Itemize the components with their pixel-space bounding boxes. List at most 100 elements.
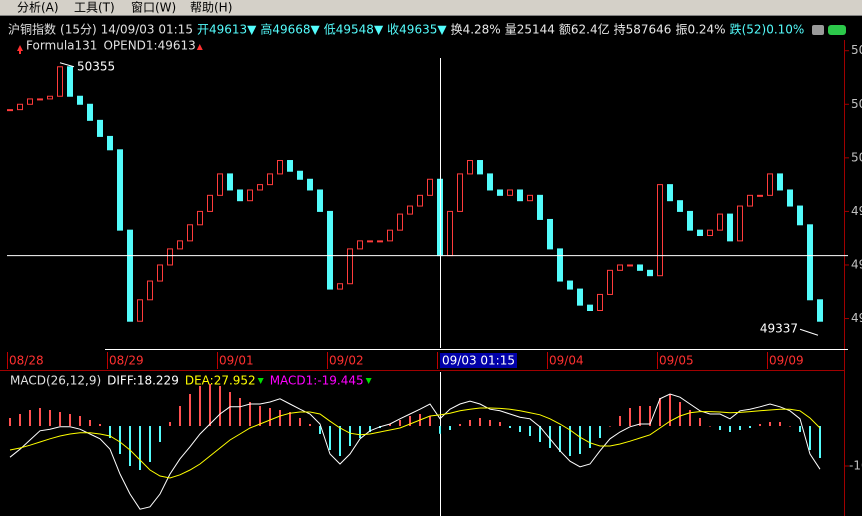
candle	[667, 184, 673, 202]
macd-bar	[99, 424, 101, 426]
macd-bar	[139, 426, 141, 470]
macd-bar	[589, 426, 591, 448]
candle	[607, 269, 613, 295]
legend-entry: DEA:27.952	[185, 374, 256, 388]
candle	[107, 135, 113, 151]
macd-bar	[509, 426, 511, 428]
macd-bar	[669, 394, 671, 426]
change: 跌(52)0.10%	[730, 22, 805, 37]
candle	[297, 170, 303, 180]
date-label: 08/28	[9, 354, 44, 368]
candle	[177, 240, 183, 250]
candle	[7, 109, 13, 112]
macd-bar	[759, 424, 761, 426]
settings-icon[interactable]	[812, 25, 824, 35]
macd-bar	[459, 424, 461, 426]
cursor-date-label: 09/03 01:15	[442, 354, 515, 368]
menu-item[interactable]: 帮助(H)	[190, 1, 232, 15]
macd-line	[9, 393, 821, 510]
macd-bar	[659, 398, 661, 426]
candle	[677, 200, 683, 212]
macd-bar	[679, 402, 681, 426]
y-tick-label: 50000	[851, 150, 862, 164]
candle	[17, 103, 23, 111]
stat: 额62.4亿	[559, 22, 610, 37]
candle	[147, 280, 153, 301]
candle	[587, 304, 593, 312]
macd-bar	[389, 424, 391, 426]
down-marker	[365, 378, 372, 384]
date-label: 09/04	[549, 354, 584, 368]
macd-bar	[229, 392, 231, 426]
macd-bar	[409, 416, 411, 426]
candle	[657, 184, 663, 277]
quote: 低49548▼	[324, 23, 384, 37]
candle	[537, 194, 543, 220]
macd-bar	[689, 410, 691, 426]
date-label: 09/02	[329, 354, 364, 368]
macd-bar	[429, 416, 431, 426]
macd-bar	[729, 426, 731, 432]
candle	[37, 98, 43, 101]
candle	[747, 194, 753, 207]
candle	[127, 229, 133, 322]
candle	[567, 280, 573, 290]
quote: 开49613▼	[197, 23, 257, 37]
stat: 换4.28%	[451, 23, 501, 37]
macd-bar	[169, 422, 171, 426]
macd-bar	[319, 426, 321, 434]
macd-bar	[789, 426, 791, 427]
candle	[257, 184, 263, 191]
macd-bar	[69, 414, 71, 426]
candle	[457, 173, 463, 212]
y-tick-label: 49400	[851, 311, 862, 325]
candle	[247, 189, 253, 202]
macd-bar	[19, 414, 21, 426]
macd-bar	[779, 422, 781, 426]
candle	[447, 210, 453, 257]
candle	[237, 189, 243, 202]
candle	[787, 189, 793, 207]
y-tick-label: -100	[849, 459, 862, 473]
macd-bar	[349, 426, 351, 446]
macd-bar	[489, 420, 491, 426]
macd-bar	[519, 426, 521, 432]
candle	[87, 103, 93, 121]
low-label: 49337	[760, 322, 798, 336]
stat: 量25144	[505, 23, 555, 37]
macd-bar	[289, 412, 291, 426]
candle	[767, 173, 773, 196]
stat: 持587646	[614, 22, 672, 37]
macd-bar	[559, 426, 561, 452]
macd-bar	[129, 426, 131, 466]
macd-bar	[599, 426, 601, 438]
macd-bar	[359, 426, 361, 438]
macd-bar	[209, 384, 211, 426]
macd-bar	[399, 420, 401, 426]
macd-bar	[59, 412, 61, 426]
macd-bar	[149, 426, 151, 462]
macd-bar	[249, 402, 251, 426]
candle	[277, 160, 283, 175]
macd-bar	[309, 424, 311, 426]
macd-bar	[739, 426, 741, 430]
quote: 高49668▼	[260, 22, 320, 37]
menu-item[interactable]: 窗口(W)	[131, 1, 176, 15]
status-icon[interactable]	[828, 25, 846, 35]
down-marker	[257, 378, 264, 384]
macd-bar	[499, 422, 501, 426]
candle	[217, 173, 223, 196]
macd-bar	[9, 418, 11, 426]
menu-item[interactable]: 分析(A)	[17, 1, 59, 15]
menu-item[interactable]: 工具(T)	[74, 1, 115, 15]
y-tick-label: 49800	[851, 204, 862, 218]
macd-bar	[469, 420, 471, 426]
macd-bar	[709, 426, 711, 427]
candle	[797, 205, 803, 226]
macd-bar	[549, 426, 551, 448]
candle	[137, 299, 143, 322]
candle	[377, 240, 383, 243]
candle	[307, 178, 313, 191]
candle	[47, 95, 53, 100]
